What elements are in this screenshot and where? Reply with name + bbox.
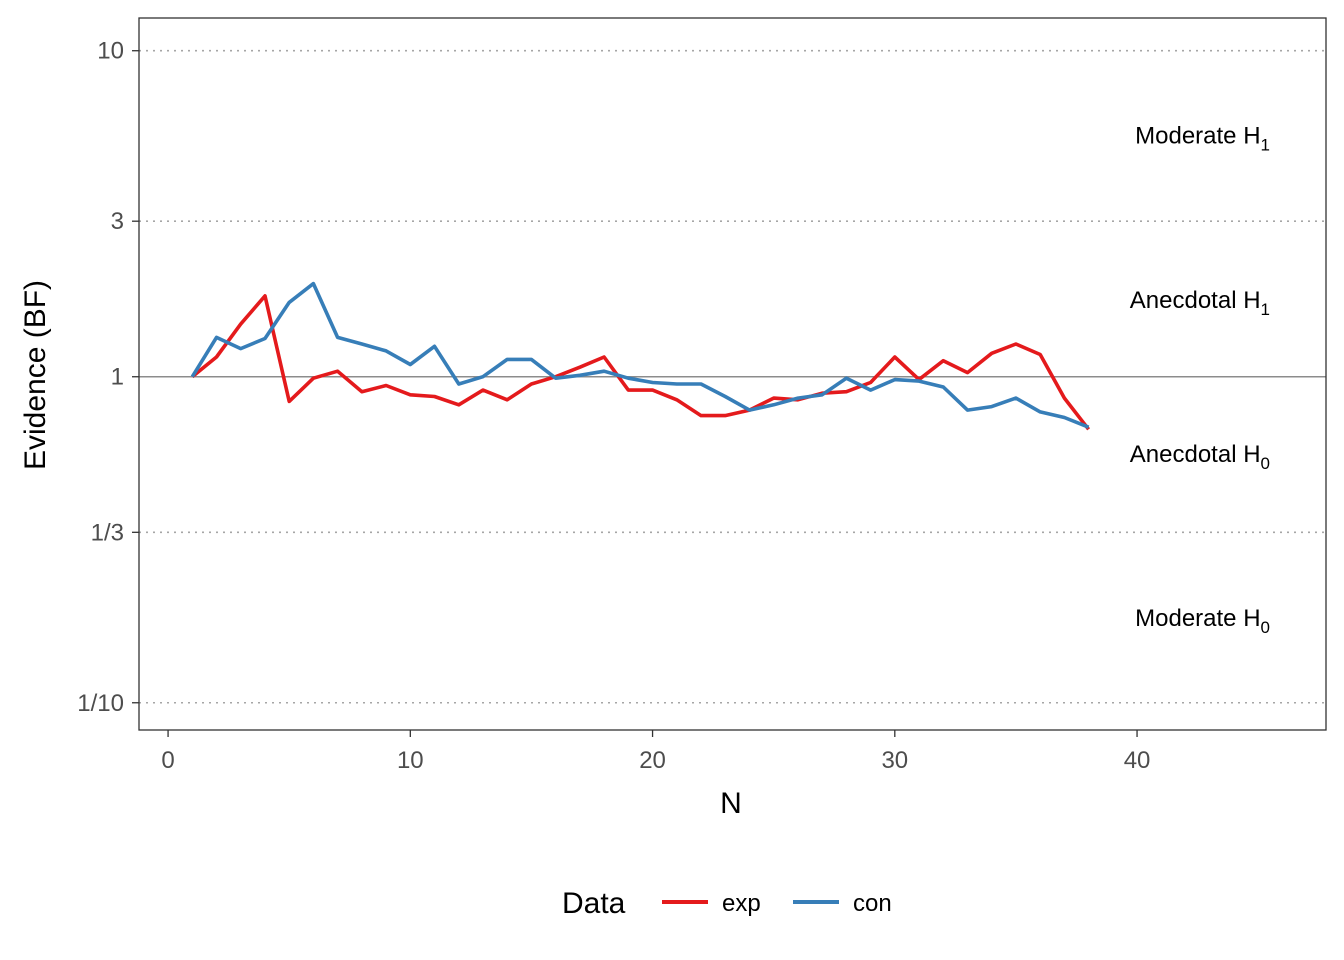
region-label: Anecdotal H0 xyxy=(1130,441,1270,473)
y-tick-label: 1 xyxy=(111,364,124,391)
x-axis-title: N xyxy=(720,787,742,820)
legend: Data exp con xyxy=(562,887,892,920)
y-tick-label: 1/3 xyxy=(91,519,124,546)
plot-panel-border xyxy=(138,17,1327,731)
x-tick-label: 30 xyxy=(881,747,908,774)
x-tick-label: 10 xyxy=(397,747,424,774)
series-line-exp xyxy=(191,294,1091,431)
region-label: Moderate H0 xyxy=(1135,605,1270,637)
y-tick-label: 1/10 xyxy=(77,690,124,717)
x-tick-label: 20 xyxy=(639,747,666,774)
reference-lines xyxy=(139,49,1326,704)
region-labels: Moderate H1 Anecdotal H1 Anecdotal H0 Moder… xyxy=(1130,122,1270,637)
x-tick-label: 40 xyxy=(1124,747,1151,774)
legend-title: Data xyxy=(562,887,626,920)
y-tick-label: 10 xyxy=(97,38,124,65)
series-line-con xyxy=(190,281,1090,429)
y-axis-title: Evidence (BF) xyxy=(19,280,52,470)
x-axis: 0 10 20 30 40 xyxy=(161,730,1150,774)
y-axis: 10 3 1 1/3 1/10 xyxy=(77,38,139,717)
series-lines xyxy=(190,281,1091,431)
legend-label-con: con xyxy=(853,890,892,917)
region-label: Moderate H1 xyxy=(1135,122,1270,154)
region-label: Anecdotal H1 xyxy=(1130,287,1270,319)
legend-label-exp: exp xyxy=(722,890,761,917)
x-tick-label: 0 xyxy=(161,747,174,774)
y-tick-label: 3 xyxy=(111,208,124,235)
